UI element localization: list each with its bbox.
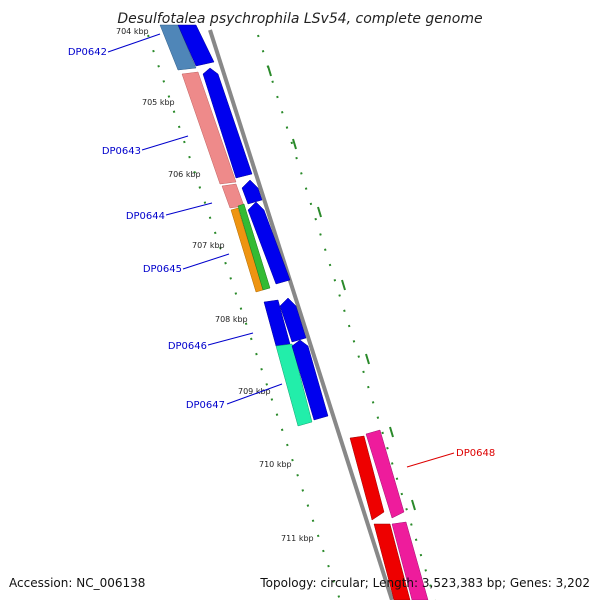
gene-label-dp0646[interactable]: DP0646 bbox=[168, 341, 207, 352]
kbp-tick-labels: 704 kbp 705 kbp 706 kbp 707 kbp 708 kbp … bbox=[116, 27, 314, 543]
cds-arrow-3[interactable] bbox=[241, 179, 263, 205]
cds-arrow-1[interactable] bbox=[177, 24, 215, 67]
gene-label-dp0648[interactable]: DP0648 bbox=[456, 448, 495, 459]
tick-label: 704 kbp bbox=[116, 27, 149, 36]
gene-block-dp0645-b[interactable] bbox=[237, 203, 271, 291]
tick-label: 708 kbp bbox=[215, 315, 248, 324]
gene-name-labels: DP0642 DP0643 DP0644 DP0645 DP0646 DP064… bbox=[68, 47, 495, 459]
cds-arrow-2[interactable] bbox=[202, 67, 253, 179]
gene-label-dp0645[interactable]: DP0645 bbox=[143, 264, 182, 275]
cds-arrow-4[interactable] bbox=[247, 201, 291, 285]
gene-label-dp0644[interactable]: DP0644 bbox=[126, 211, 165, 222]
tick-label: 711 kbp bbox=[281, 534, 314, 543]
gene-block-dp0648[interactable] bbox=[349, 435, 385, 521]
outer-tick-dashes bbox=[267, 65, 416, 511]
forward-strand-track bbox=[177, 24, 429, 600]
gene-label-dp0642[interactable]: DP0642 bbox=[68, 47, 107, 58]
gene-block-dp0643[interactable] bbox=[181, 71, 237, 185]
gene-label-dp0647[interactable]: DP0647 bbox=[186, 400, 225, 411]
topology-text: Topology: circular; Length: 3,523,383 bp… bbox=[260, 576, 590, 590]
cds-arrow-5[interactable] bbox=[279, 297, 307, 343]
gene-leader-lines bbox=[107, 33, 455, 468]
gene-block-dp0648-b[interactable] bbox=[373, 523, 411, 600]
tick-label: 707 kbp bbox=[192, 241, 225, 250]
gene-block-dp0644[interactable] bbox=[221, 183, 245, 209]
inner-tick-track bbox=[147, 34, 341, 600]
cds-arrow-pink-2[interactable] bbox=[391, 521, 429, 600]
genome-backbone bbox=[208, 29, 394, 600]
gene-block-dp0647[interactable] bbox=[275, 343, 313, 427]
tick-label: 709 kbp bbox=[238, 387, 271, 396]
accession-text: Accession: NC_006138 bbox=[9, 576, 146, 590]
tick-label: 710 kbp bbox=[259, 460, 292, 469]
cds-arrow-6[interactable] bbox=[291, 339, 329, 421]
cds-arrow-pink-1[interactable] bbox=[365, 429, 405, 519]
gene-block-dp0642[interactable] bbox=[159, 24, 197, 71]
tick-label: 706 kbp bbox=[168, 170, 201, 179]
reverse-strand-track bbox=[159, 24, 411, 600]
map-title: Desulfotalea psychrophila LSv54, complet… bbox=[117, 11, 482, 27]
gene-label-dp0643[interactable]: DP0643 bbox=[102, 146, 141, 157]
tick-label: 705 kbp bbox=[142, 98, 175, 107]
